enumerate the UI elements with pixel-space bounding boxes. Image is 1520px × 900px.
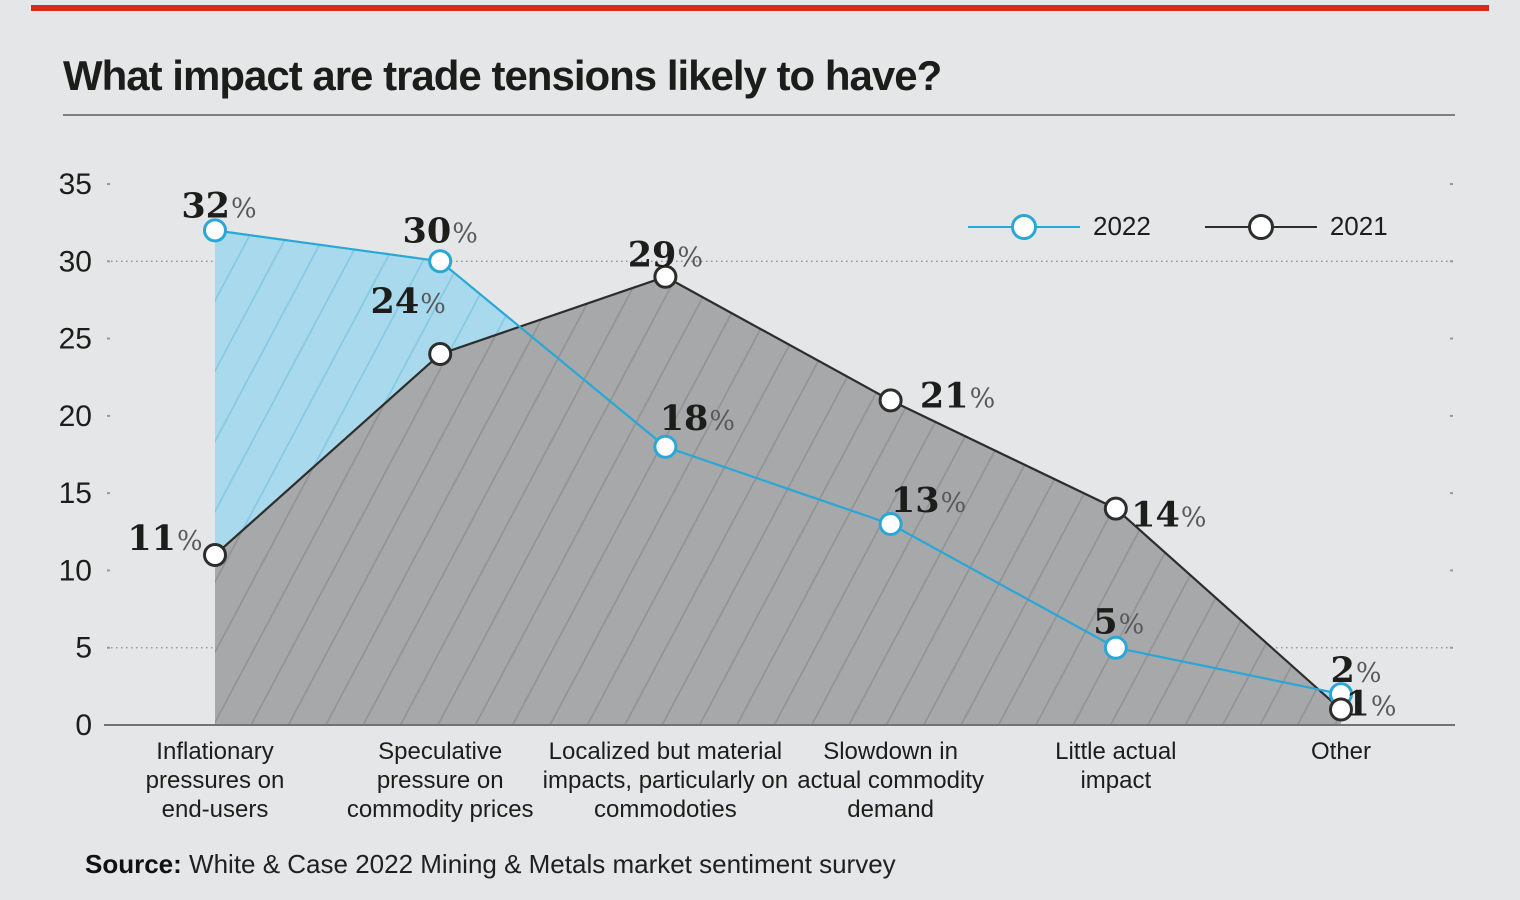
area-2021 [215,276,1341,725]
y-axis-label-0: 0 [75,709,92,742]
source-prefix: Source: [85,849,182,879]
data-label-2022-30: 30% [403,210,478,251]
x-category-label-5: Little actual impact [1055,738,1177,794]
y-tick-right-10 [1450,569,1453,572]
series-line-2022 [214,229,1342,696]
x-category-label-4: Slowdown in actual commodity demand [797,738,984,823]
data-label-2021-1: 1% [1345,684,1396,725]
y-axis-label-10: 10 [59,554,92,587]
marker-2022-Slowdown in [878,512,903,537]
legend-line-2021-icon [1204,213,1317,240]
y-tick-right-30 [1450,260,1453,263]
source-note: Source: White & Case 2022 Mining & Metal… [85,849,896,880]
y-tick-left-15 [107,492,110,495]
data-label-2022-32: 32% [181,185,256,226]
marker-2021-Inflationary [203,542,227,567]
x-category-label-3: Localized but material impacts, particul… [542,738,789,823]
legend-marker-2021-icon [1247,213,1274,240]
data-label-2021-14: 14% [1131,495,1206,536]
y-tick-left-30 [107,260,110,263]
marker-2021-Localized but material [653,264,678,289]
y-tick-right-35 [1450,183,1453,186]
y-tick-right-20 [1450,414,1453,417]
y-tick-left-35 [107,183,110,186]
y-tick-left-10 [107,569,110,572]
marker-2021-Slowdown in [878,388,903,413]
data-label-2022-5: 5% [1093,602,1144,643]
y-axis-label-5: 5 [75,632,92,665]
y-axis-label-15: 15 [59,477,92,510]
x-category-label-1: Inflationary pressures on end-users [145,738,285,823]
y-tick-left-20 [107,414,110,417]
marker-2022-Inflationary [203,218,227,243]
legend-item-2021: 2021 [1204,211,1388,242]
data-label-2022-13: 13% [891,480,966,521]
data-label-2021-21: 21% [920,375,995,416]
page-title: What impact are trade tensions likely to… [63,52,942,99]
y-tick-right-5 [1450,646,1453,649]
legend: 2022 2021 [968,211,1388,242]
brand-accent-bar [31,5,1489,11]
legend-item-2022: 2022 [968,211,1151,242]
marker-2021-Little actual [1103,496,1128,521]
data-label-2021-11: 11% [127,518,202,559]
marker-2022-Localized but material [653,434,678,459]
data-label-2021-24: 24% [371,281,446,322]
x-category-label-6: Other [1310,738,1372,765]
y-axis-label-30: 30 [59,245,92,278]
data-label-2021-29: 29% [628,235,703,276]
y-tick-left-25 [107,337,110,340]
y-axis-label-20: 20 [59,400,92,433]
x-category-label-2: Speculative pressure on commodity prices [346,738,534,823]
series-line-2021 [214,275,1342,711]
marker-2021-Speculative [428,342,453,367]
legend-label-2022: 2022 [1093,211,1151,241]
y-tick-right-15 [1450,492,1453,495]
y-axis-label-25: 25 [59,323,92,356]
title-divider [63,114,1455,116]
marker-2021-Other [1329,697,1353,722]
y-axis-label-35: 35 [59,168,92,201]
data-label-2022-18: 18% [660,398,735,439]
marker-2022-Little actual [1103,635,1128,660]
y-tick-right-25 [1450,337,1453,340]
data-label-2022-2: 2% [1330,650,1381,691]
y-tick-left-5 [107,646,110,649]
source-text: White & Case 2022 Mining & Metals market… [181,849,896,879]
legend-line-2022-icon [968,213,1080,240]
marker-2022-Speculative [428,249,453,274]
legend-marker-2022-icon [1011,213,1037,240]
legend-label-2021: 2021 [1329,211,1388,241]
